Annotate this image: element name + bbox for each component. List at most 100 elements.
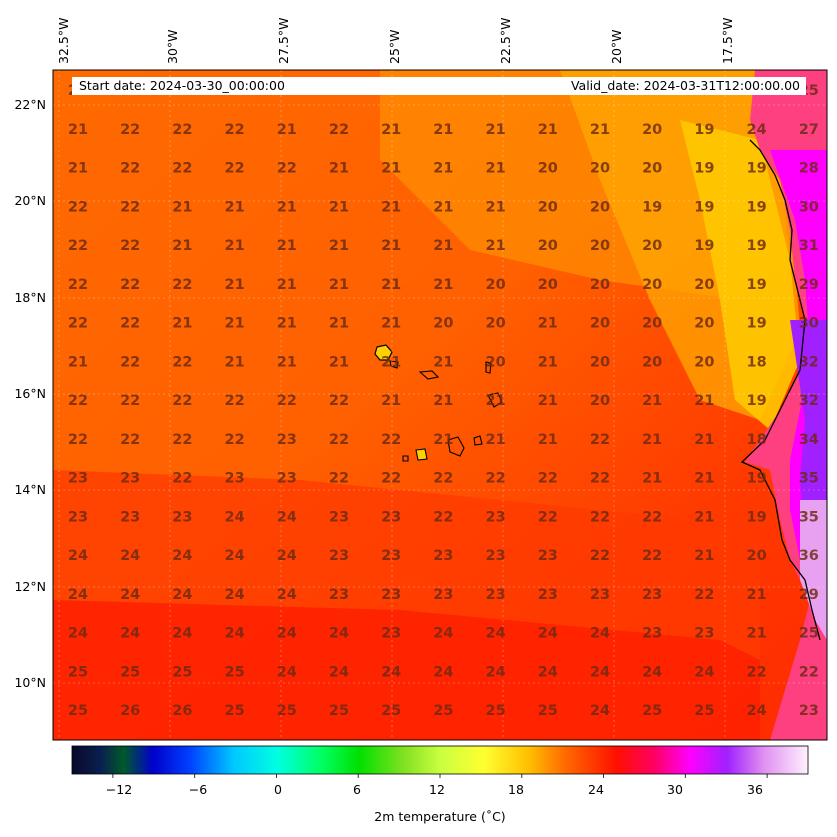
temperature-value: 23 bbox=[277, 471, 297, 487]
temperature-value: 20 bbox=[433, 316, 453, 332]
temperature-value: 22 bbox=[538, 471, 558, 487]
temperature-value: 21 bbox=[433, 122, 453, 138]
temperature-value: 21 bbox=[433, 161, 453, 177]
temperature-value: 19 bbox=[747, 509, 767, 525]
temperature-value: 19 bbox=[694, 238, 714, 254]
lon-label: 32.5°W bbox=[56, 17, 71, 64]
temperature-value: 22 bbox=[381, 471, 401, 487]
temperature-value: 22 bbox=[120, 393, 140, 409]
temperature-value: 21 bbox=[381, 161, 401, 177]
temperature-value: 20 bbox=[642, 354, 662, 370]
temperature-value: 22 bbox=[277, 161, 297, 177]
temperature-value: 30 bbox=[799, 199, 819, 215]
temperature-value: 25 bbox=[799, 626, 819, 642]
temperature-value: 19 bbox=[747, 199, 767, 215]
temperature-value: 20 bbox=[538, 199, 558, 215]
temperature-value: 22 bbox=[590, 471, 610, 487]
colorbar-tick-label: −12 bbox=[105, 782, 133, 797]
temperature-value: 21 bbox=[747, 626, 767, 642]
temperature-value: 21 bbox=[381, 316, 401, 332]
temperature-value: 22 bbox=[590, 509, 610, 525]
temperature-value: 23 bbox=[381, 548, 401, 564]
temperature-value: 21 bbox=[486, 432, 506, 448]
temperature-value: 21 bbox=[329, 354, 349, 370]
temperature-value: 35 bbox=[799, 471, 819, 487]
temperature-value: 22 bbox=[172, 354, 192, 370]
temperature-value: 28 bbox=[799, 161, 819, 177]
temperature-value: 23 bbox=[433, 548, 453, 564]
graticule bbox=[53, 70, 827, 740]
temperature-value: 21 bbox=[433, 354, 453, 370]
temperature-value: 25 bbox=[120, 664, 140, 680]
lon-label: 17.5°W bbox=[720, 17, 735, 64]
temperature-value: 20 bbox=[590, 199, 610, 215]
temperature-value: 20 bbox=[642, 277, 662, 293]
temperature-value: 24 bbox=[172, 626, 192, 642]
temperature-value: 21 bbox=[747, 587, 767, 603]
start-date: Start date: 2024-03-30_00:00:00 bbox=[79, 78, 285, 93]
temperature-value: 21 bbox=[486, 393, 506, 409]
temperature-value: 24 bbox=[433, 664, 453, 680]
temperature-value: 21 bbox=[68, 354, 88, 370]
temperature-value: 19 bbox=[747, 316, 767, 332]
temperature-value: 21 bbox=[486, 199, 506, 215]
temperature-value: 22 bbox=[277, 393, 297, 409]
temperature-value: 20 bbox=[694, 277, 714, 293]
temperature-value: 25 bbox=[225, 664, 245, 680]
temperature-value: 34 bbox=[799, 432, 819, 448]
temperature-value: 21 bbox=[381, 277, 401, 293]
temperature-value: 22 bbox=[329, 122, 349, 138]
temperature-value: 21 bbox=[486, 122, 506, 138]
temperature-value: 24 bbox=[747, 703, 767, 719]
temperature-value: 23 bbox=[329, 587, 349, 603]
temperature-value: 32 bbox=[799, 354, 819, 370]
temperature-value: 22 bbox=[433, 509, 453, 525]
lon-label: 25°W bbox=[387, 29, 402, 64]
temperature-value: 20 bbox=[642, 122, 662, 138]
temperature-value: 24 bbox=[172, 548, 192, 564]
temperature-value: 21 bbox=[486, 238, 506, 254]
temperature-value: 21 bbox=[694, 548, 714, 564]
temperature-value: 29 bbox=[799, 587, 819, 603]
temperature-value: 21 bbox=[381, 199, 401, 215]
temperature-value: 21 bbox=[277, 199, 297, 215]
temperature-value: 20 bbox=[590, 277, 610, 293]
temperature-value: 23 bbox=[225, 471, 245, 487]
temperature-value: 22 bbox=[172, 471, 192, 487]
temperature-value: 21 bbox=[433, 199, 453, 215]
temperature-value: 22 bbox=[120, 354, 140, 370]
temperature-value: 27 bbox=[799, 122, 819, 138]
temperature-value: 30 bbox=[799, 316, 819, 332]
temperature-value: 21 bbox=[433, 432, 453, 448]
temperature-value: 25 bbox=[486, 703, 506, 719]
temperature-value: 21 bbox=[225, 316, 245, 332]
temperature-value: 19 bbox=[747, 161, 767, 177]
temperature-value: 22 bbox=[120, 277, 140, 293]
temperature-value: 24 bbox=[277, 664, 297, 680]
temperature-value: 21 bbox=[694, 471, 714, 487]
temperature-value: 22 bbox=[590, 548, 610, 564]
map-field bbox=[53, 70, 827, 740]
temperature-value: 21 bbox=[225, 199, 245, 215]
colorbar-tick-label: 18 bbox=[508, 782, 524, 797]
temperature-value: 21 bbox=[277, 238, 297, 254]
lon-label: 27.5°W bbox=[276, 17, 291, 64]
temperature-value: 23 bbox=[381, 587, 401, 603]
temperature-value: 25 bbox=[68, 703, 88, 719]
temperature-value: 19 bbox=[747, 393, 767, 409]
temperature-value: 24 bbox=[277, 509, 297, 525]
temperature-value: 31 bbox=[799, 238, 819, 254]
temperature-value: 24 bbox=[538, 626, 558, 642]
lon-label: 20°W bbox=[609, 29, 624, 64]
temperature-value: 22 bbox=[225, 432, 245, 448]
temperature-value: 21 bbox=[277, 277, 297, 293]
temperature-value: 21 bbox=[381, 393, 401, 409]
valid-date: Valid_date: 2024-03-31T12:00:00.00 bbox=[570, 78, 800, 93]
temperature-value: 21 bbox=[68, 122, 88, 138]
temperature-value: 25 bbox=[642, 703, 662, 719]
temperature-value: 20 bbox=[486, 316, 506, 332]
temperature-values: 22 22 22 22 22 22 22 21 21 21 20 20 19 19 25 21 22 22 22 21… bbox=[68, 83, 819, 719]
temperature-value: 20 bbox=[642, 316, 662, 332]
temperature-value: 19 bbox=[642, 199, 662, 215]
temperature-value: 22 bbox=[172, 432, 192, 448]
